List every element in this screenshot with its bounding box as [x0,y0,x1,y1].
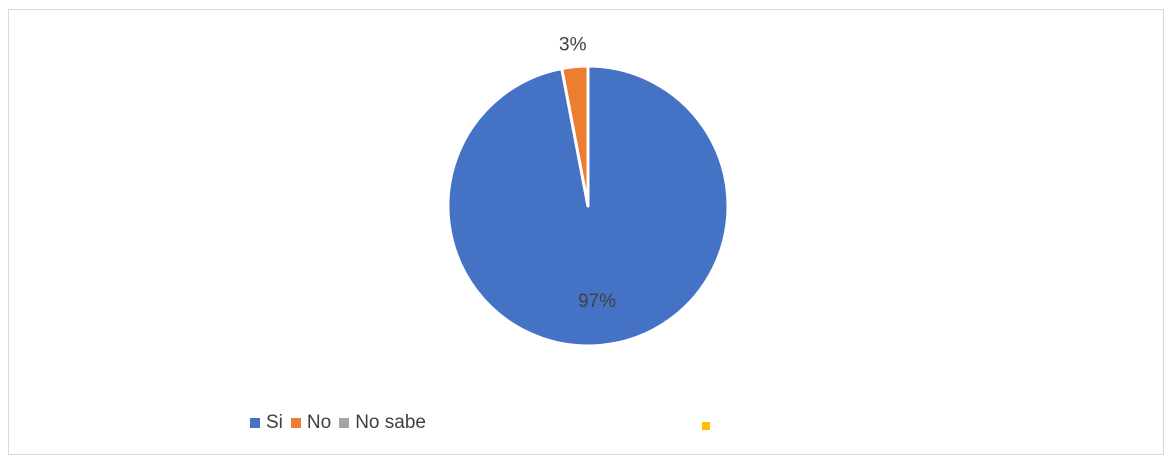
data-labels: 97% 3% [559,35,616,312]
legend-label-no-sabe: No sabe [355,412,426,433]
legend-item-no: No [290,412,332,434]
legend-swatch-no [290,418,301,428]
legend-item-no-sabe: No sabe [339,412,426,434]
legend-item-si: Si [250,412,283,434]
legend-swatch-no-sabe [339,418,350,428]
extra-legend-marker [702,422,710,430]
pie-slice-no [560,64,590,208]
legend-label-no: No [306,412,332,433]
data-label-si: 97% [578,291,616,312]
pie-slices [446,64,730,348]
legend-swatch-si [250,418,260,428]
legend: Si No No sabe [250,412,428,434]
legend-label-si: Si [266,412,283,433]
data-label-no: 3% [559,35,587,56]
